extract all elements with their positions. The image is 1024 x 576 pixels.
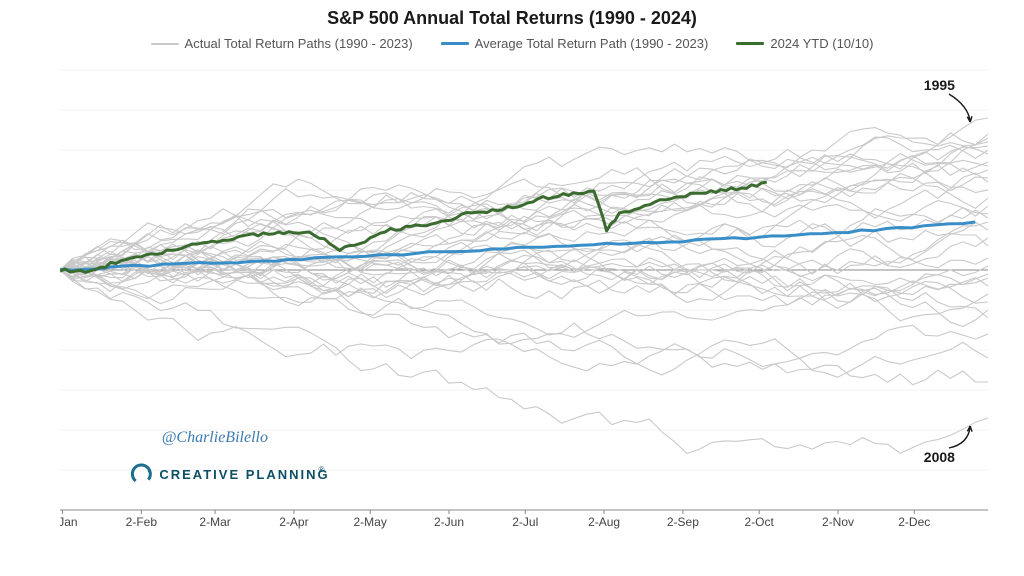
legend-item-actual: Actual Total Return Paths (1990 - 2023)	[151, 36, 413, 51]
attribution-text: @CharlieBilello	[162, 429, 268, 446]
svg-text:2-Nov: 2-Nov	[822, 515, 854, 529]
actual-path	[60, 270, 988, 454]
legend-label: Actual Total Return Paths (1990 - 2023)	[185, 36, 413, 51]
chart-container: S&P 500 Annual Total Returns (1990 - 202…	[0, 0, 1024, 576]
actual-paths-group	[60, 118, 988, 454]
svg-text:2-Jun: 2-Jun	[434, 515, 464, 529]
legend-item-average: Average Total Return Path (1990 - 2023)	[441, 36, 709, 51]
svg-text:2-Oct: 2-Oct	[745, 515, 775, 529]
brand-logo	[129, 461, 154, 486]
brand-text: CREATIVE PLANNING	[159, 467, 329, 482]
svg-text:2-Mar: 2-Mar	[199, 515, 230, 529]
legend-label: Average Total Return Path (1990 - 2023)	[475, 36, 709, 51]
legend-swatch-average	[441, 42, 469, 45]
legend-swatch-ytd	[736, 42, 764, 45]
actual-path	[60, 266, 988, 385]
brand-registered: ®	[318, 465, 324, 474]
year-annotation: 1995	[924, 77, 955, 93]
legend-swatch-actual	[151, 43, 179, 45]
annotation-arrow	[949, 426, 970, 448]
legend-item-ytd: 2024 YTD (10/10)	[736, 36, 873, 51]
svg-text:2-Jul: 2-Jul	[512, 515, 538, 529]
actual-path	[60, 270, 988, 371]
plot-svg: -60%-50%-40%-30%-20%-10%0%10%20%30%40%50…	[60, 64, 1000, 534]
annotation-arrow	[949, 94, 970, 122]
svg-text:2-Dec: 2-Dec	[898, 515, 930, 529]
legend: Actual Total Return Paths (1990 - 2023) …	[0, 36, 1024, 51]
plot-area: -60%-50%-40%-30%-20%-10%0%10%20%30%40%50…	[60, 64, 1000, 534]
brand-icon	[129, 461, 154, 486]
svg-text:2-Apr: 2-Apr	[279, 515, 308, 529]
year-annotation: 2008	[924, 449, 955, 465]
legend-label: 2024 YTD (10/10)	[770, 36, 873, 51]
svg-text:2-May: 2-May	[354, 515, 387, 529]
chart-title: S&P 500 Annual Total Returns (1990 - 202…	[0, 8, 1024, 29]
svg-text:2-Feb: 2-Feb	[126, 515, 158, 529]
actual-path	[60, 256, 988, 377]
svg-text:2-Jan: 2-Jan	[60, 515, 78, 529]
svg-text:2-Sep: 2-Sep	[667, 515, 699, 529]
svg-text:2-Aug: 2-Aug	[588, 515, 620, 529]
